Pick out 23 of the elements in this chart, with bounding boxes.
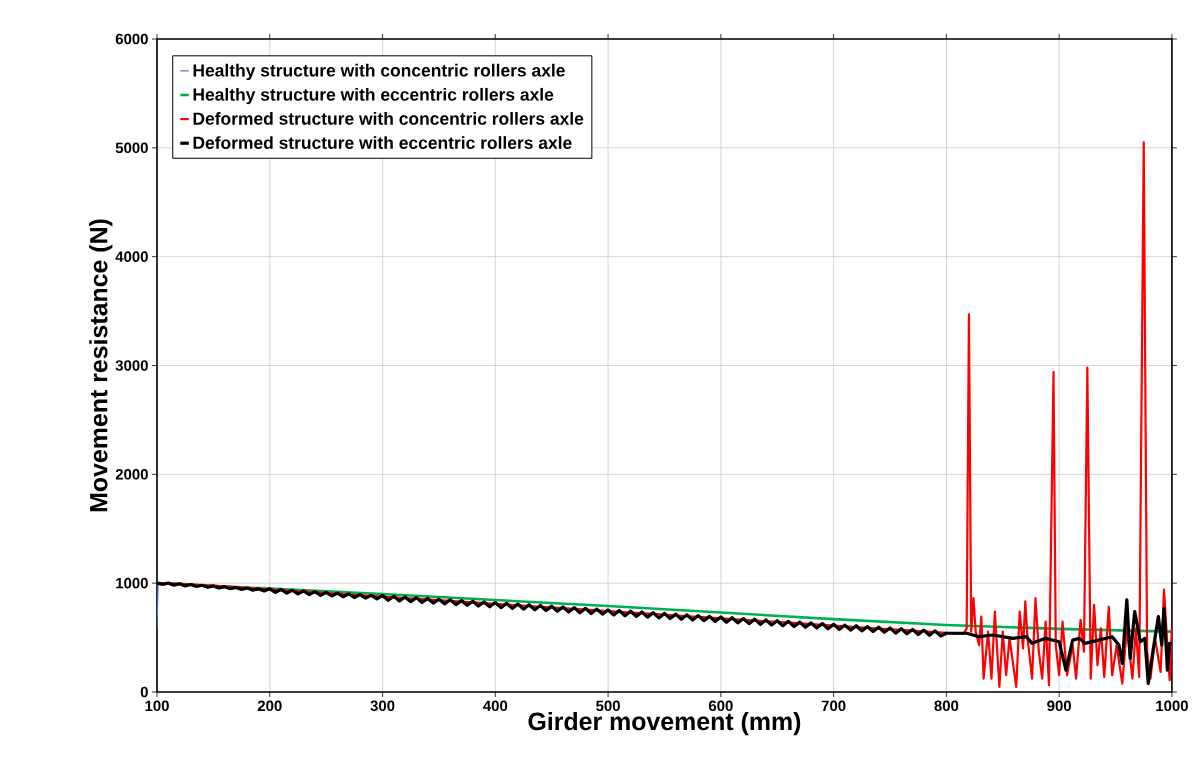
y-tick-label: 4000 [115, 251, 148, 262]
legend-label: Deformed structure with eccentric rollers axle [193, 136, 572, 149]
y-tick-label: 2000 [115, 469, 148, 480]
x-tick-label: 600 [708, 700, 733, 712]
legend-label: Deformed structure with concentric rollers axle [193, 112, 584, 125]
x-tick-label: 700 [821, 700, 846, 712]
legend-label: Healthy structure with concentric rollers axle [193, 63, 565, 81]
y-tick-label: 6000 [115, 33, 148, 45]
y-tick-label: 1000 [116, 577, 148, 589]
x-tick-label: 1000 [1156, 700, 1188, 712]
x-tick-label: 100 [145, 700, 169, 712]
x-tick-label: 900 [1047, 700, 1071, 712]
legend-label: Healthy structure with eccentric rollers axle [193, 87, 554, 105]
y-tick-label: 3000 [115, 360, 148, 371]
x-tick-label: 500 [596, 700, 620, 712]
y-tick-label: 0 [140, 686, 148, 698]
y-tick-label: 5000 [115, 142, 148, 154]
x-tick-label: 400 [483, 700, 508, 712]
y-axis-title: Movement resistance (N) [89, 219, 113, 512]
x-tick-label: 200 [257, 700, 282, 712]
x-tick-label: 300 [370, 700, 395, 712]
x-axis-title: Girder movement (mm) [528, 711, 801, 736]
x-tick-label: 800 [934, 700, 959, 712]
